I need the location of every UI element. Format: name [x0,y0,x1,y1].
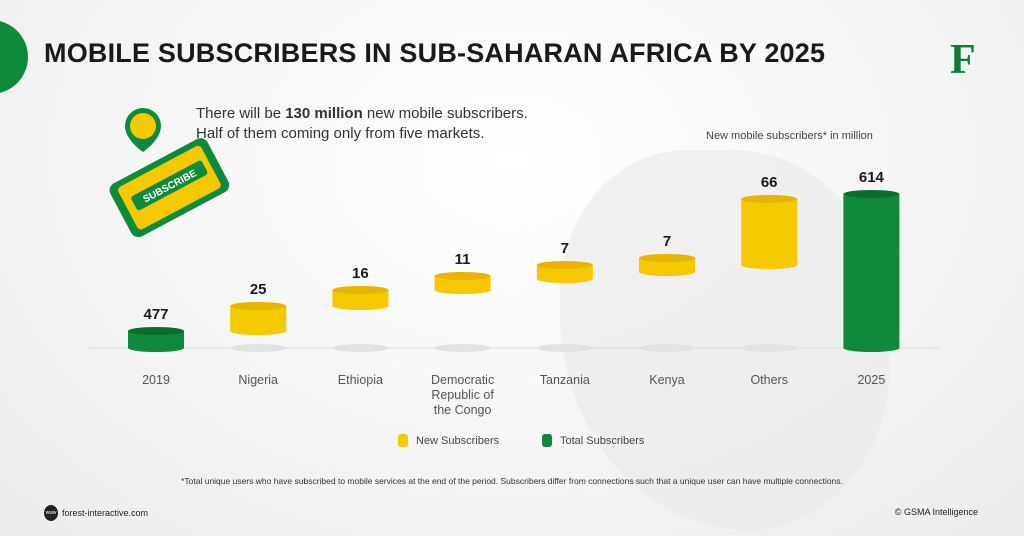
footnote: *Total unique users who have subscribed … [181,476,843,486]
bar-body [639,258,695,272]
bar-body [332,290,389,306]
unit-label: New mobile subscribers* in million [706,130,873,142]
bar-top [536,261,593,269]
legend-swatch-new [398,434,408,447]
legend-item-total: Total Subscribers [542,434,644,447]
data-label: 11 [455,251,471,268]
category-label: Kenya [649,373,684,387]
africa-map-silhouette [560,150,890,530]
globe-icon: www [44,505,58,521]
data-label: 25 [250,281,267,298]
bar-bottom [434,286,491,294]
bar-shadow [434,344,491,352]
bar-2019 [128,327,184,352]
waterfall-chart: 477 2019 25 Nigeria 16 Ethiopia 11 DemocraticRe… [88,169,940,417]
bar-kenya [639,254,695,352]
bar-body [128,331,184,348]
bar-body [434,276,491,290]
source-credit: © GSMA Intelligence [894,507,978,517]
data-label: 16 [352,265,369,282]
bar-body [536,265,593,279]
bar-top [741,195,798,203]
bar-body [230,306,287,331]
bar-top [639,254,695,262]
legend-label: Total Subscribers [560,434,645,447]
data-label: 477 [143,306,168,323]
category-label: the Congo [434,403,492,417]
bar-bottom [741,261,798,269]
bar-bottom [536,275,593,283]
category-label: Ethiopia [338,373,383,387]
category-label: 2019 [142,373,170,387]
intro-text: There will be 130 million new mobile sub… [196,105,528,142]
bar-democratic-republic-of-the-congo [434,272,491,352]
bar-others [741,195,798,352]
category-label: 2025 [857,373,885,387]
data-label: 66 [761,174,778,191]
bar-bottom [332,302,389,310]
bar-shadow [332,344,389,352]
bar-body [741,199,798,265]
brand-logo: F [950,37,976,83]
legend-label: New Subscribers [416,434,500,447]
bar-bottom [639,268,695,276]
bar-shadow [741,344,798,352]
category-label: Democratic [431,373,494,387]
category-label: Republic of [431,388,494,402]
data-label: 7 [561,240,569,257]
bar-tanzania [536,261,593,352]
data-label: 7 [663,233,671,250]
page-title: MOBILE SUBSCRIBERS IN SUB-SAHARAN AFRICA… [44,38,826,68]
bar-top [332,286,389,294]
bar-top [434,272,491,280]
subscribe-phone-icon: SUBSCRIBE [109,108,230,238]
legend-item-new: New Subscribers [398,434,499,447]
bar-top [230,302,287,310]
category-label: Nigeria [238,373,278,387]
bar-shadow [230,344,287,352]
bar-bottom [128,344,184,352]
category-label: Others [750,373,788,387]
category-label: Tanzania [540,373,590,387]
bar-ethiopia [332,286,389,352]
bar-bottom [843,344,900,352]
bar-shadow [639,344,695,352]
data-label: 614 [859,169,885,186]
bar-shadow [536,344,593,352]
bar-nigeria [230,302,287,352]
website-link[interactable]: www forest-interactive.com [44,505,148,521]
bar-body [843,194,900,348]
bar-2025 [843,190,900,352]
website-text: forest-interactive.com [62,508,149,518]
bar-top [843,190,900,198]
bar-bottom [230,327,287,335]
legend-swatch-total [542,434,552,447]
bar-top [128,327,184,335]
